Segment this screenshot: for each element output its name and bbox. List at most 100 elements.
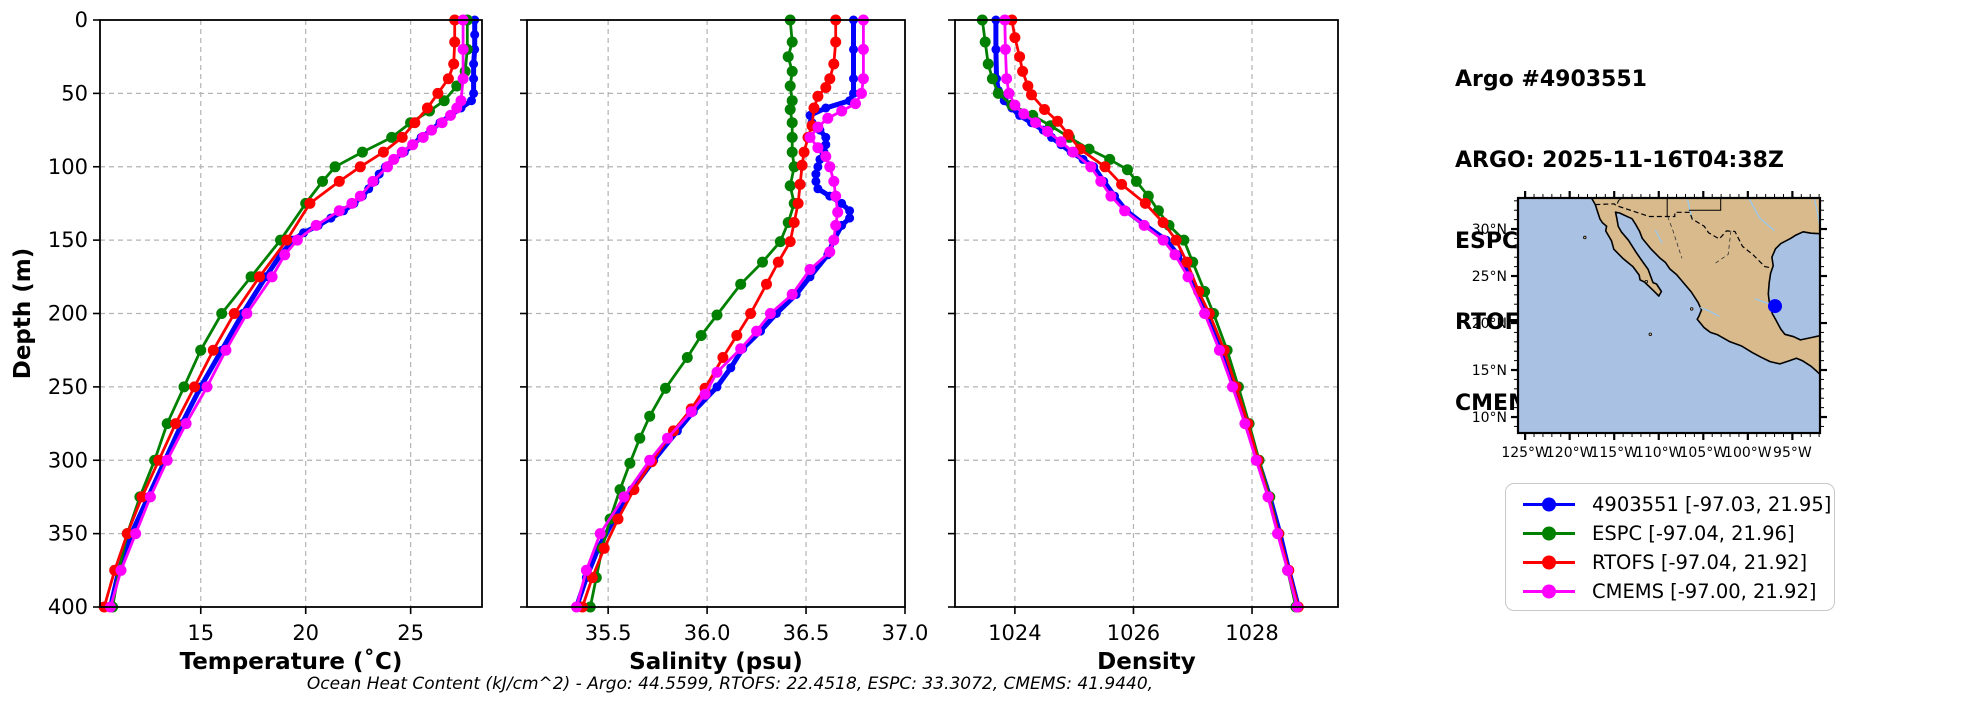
data-point-marker bbox=[317, 175, 328, 187]
ohc-footnote: Ocean Heat Content (kJ/cm^2) - Argo: 44.… bbox=[306, 674, 1154, 694]
data-point-marker bbox=[195, 344, 207, 356]
data-point-marker bbox=[821, 140, 831, 150]
data-point-marker bbox=[612, 513, 624, 525]
data-point-marker bbox=[1055, 136, 1067, 148]
map-x-tick-label: 110°W bbox=[1635, 445, 1683, 461]
data-point-marker bbox=[634, 432, 646, 444]
data-point-marker bbox=[832, 206, 844, 218]
legend-marker bbox=[1542, 497, 1556, 512]
data-point-marker bbox=[136, 491, 148, 503]
x-tick-label: 35.5 bbox=[585, 621, 632, 645]
data-point-marker bbox=[1170, 234, 1182, 246]
data-point-marker bbox=[992, 87, 1004, 99]
data-point-marker bbox=[1018, 108, 1030, 120]
data-point-marker bbox=[811, 176, 821, 186]
data-point-marker bbox=[386, 131, 398, 143]
data-point-marker bbox=[279, 249, 291, 261]
series-cmems bbox=[999, 14, 1303, 613]
data-point-marker bbox=[850, 98, 861, 110]
data-point-marker bbox=[1105, 190, 1117, 202]
data-point-marker bbox=[774, 236, 786, 248]
legend-label: 4903551 [-97.03, 21.95] bbox=[1592, 493, 1832, 516]
data-point-marker bbox=[735, 278, 747, 290]
data-point-marker bbox=[228, 308, 240, 319]
data-point-marker bbox=[784, 236, 796, 248]
data-point-marker bbox=[804, 264, 816, 275]
data-point-marker bbox=[469, 59, 479, 69]
data-point-marker bbox=[281, 234, 293, 246]
data-point-marker bbox=[982, 58, 994, 70]
data-point-marker bbox=[828, 175, 840, 187]
island bbox=[1644, 279, 1648, 284]
data-point-marker bbox=[824, 161, 836, 173]
data-point-marker bbox=[1250, 454, 1262, 466]
legend-entry-cmems: CMEMS [-97.00, 21.92] bbox=[1520, 577, 1834, 606]
legend-line-swatch bbox=[1523, 555, 1575, 570]
data-point-marker bbox=[1239, 418, 1251, 430]
data-point-marker bbox=[1178, 234, 1190, 246]
float-position-marker bbox=[1768, 299, 1783, 314]
legend-label: RTOFS [-97.04, 21.92] bbox=[1592, 551, 1808, 574]
data-point-marker bbox=[180, 418, 192, 430]
data-point-marker bbox=[1099, 161, 1111, 173]
data-point-marker bbox=[417, 131, 429, 143]
data-point-marker bbox=[1116, 178, 1128, 190]
legend-marker bbox=[1542, 584, 1556, 599]
data-point-marker bbox=[782, 51, 794, 63]
profile-plot-1: 35.5 36.0 36.5 37.0 Salinity (psu) bbox=[520, 14, 928, 675]
data-point-marker bbox=[786, 146, 798, 158]
land-area bbox=[1590, 197, 1821, 376]
map-x-tick-label: 100°W bbox=[1724, 445, 1772, 461]
data-point-marker bbox=[811, 169, 821, 179]
data-point-marker bbox=[712, 382, 722, 392]
data-point-marker bbox=[764, 308, 776, 319]
legend-line-swatch bbox=[1523, 584, 1575, 599]
data-point-marker bbox=[624, 457, 636, 469]
x-tick-label: 36.5 bbox=[783, 621, 830, 645]
data-point-marker bbox=[121, 528, 133, 540]
data-point-marker bbox=[1182, 271, 1194, 283]
data-point-marker bbox=[178, 381, 190, 393]
data-point-marker bbox=[821, 103, 831, 113]
data-point-marker bbox=[396, 146, 408, 158]
data-point-marker bbox=[594, 528, 606, 540]
data-point-marker bbox=[1062, 129, 1074, 140]
data-point-marker bbox=[469, 74, 479, 84]
data-point-marker bbox=[812, 142, 824, 154]
data-point-marker bbox=[580, 564, 592, 576]
legend-marker bbox=[1542, 555, 1556, 570]
data-point-marker bbox=[354, 190, 366, 202]
state-border-dashed bbox=[1712, 230, 1732, 266]
data-point-marker bbox=[1157, 217, 1169, 228]
data-point-marker bbox=[241, 308, 253, 319]
series-cmems bbox=[105, 14, 469, 613]
x-axis-label: Temperature (˚C) bbox=[180, 648, 403, 675]
data-point-marker bbox=[333, 205, 345, 217]
data-point-marker bbox=[812, 90, 824, 102]
data-point-marker bbox=[304, 197, 316, 209]
data-point-marker bbox=[1030, 117, 1042, 129]
data-point-marker bbox=[1014, 51, 1026, 63]
data-point-marker bbox=[153, 454, 165, 466]
data-point-marker bbox=[824, 246, 836, 258]
data-point-marker bbox=[660, 382, 671, 394]
data-point-marker bbox=[470, 30, 480, 40]
y-tick-label: 300 bbox=[48, 448, 88, 472]
data-point-marker bbox=[849, 74, 858, 84]
data-point-marker bbox=[1119, 205, 1131, 217]
data-point-marker bbox=[784, 104, 796, 115]
data-point-marker bbox=[986, 73, 998, 85]
series-rtofs bbox=[98, 14, 461, 613]
legend-label: CMEMS [-97.00, 21.92] bbox=[1592, 580, 1817, 603]
y-tick-label: 200 bbox=[48, 302, 88, 326]
map-x-tick-label: 115°W bbox=[1590, 445, 1638, 461]
data-point-marker bbox=[1157, 234, 1169, 246]
data-point-marker bbox=[804, 131, 816, 143]
map-frame bbox=[1516, 196, 1822, 435]
legend-marker bbox=[1542, 526, 1556, 541]
island bbox=[1583, 235, 1587, 240]
data-point-marker bbox=[220, 344, 232, 356]
y-tick-label: 400 bbox=[48, 595, 88, 619]
